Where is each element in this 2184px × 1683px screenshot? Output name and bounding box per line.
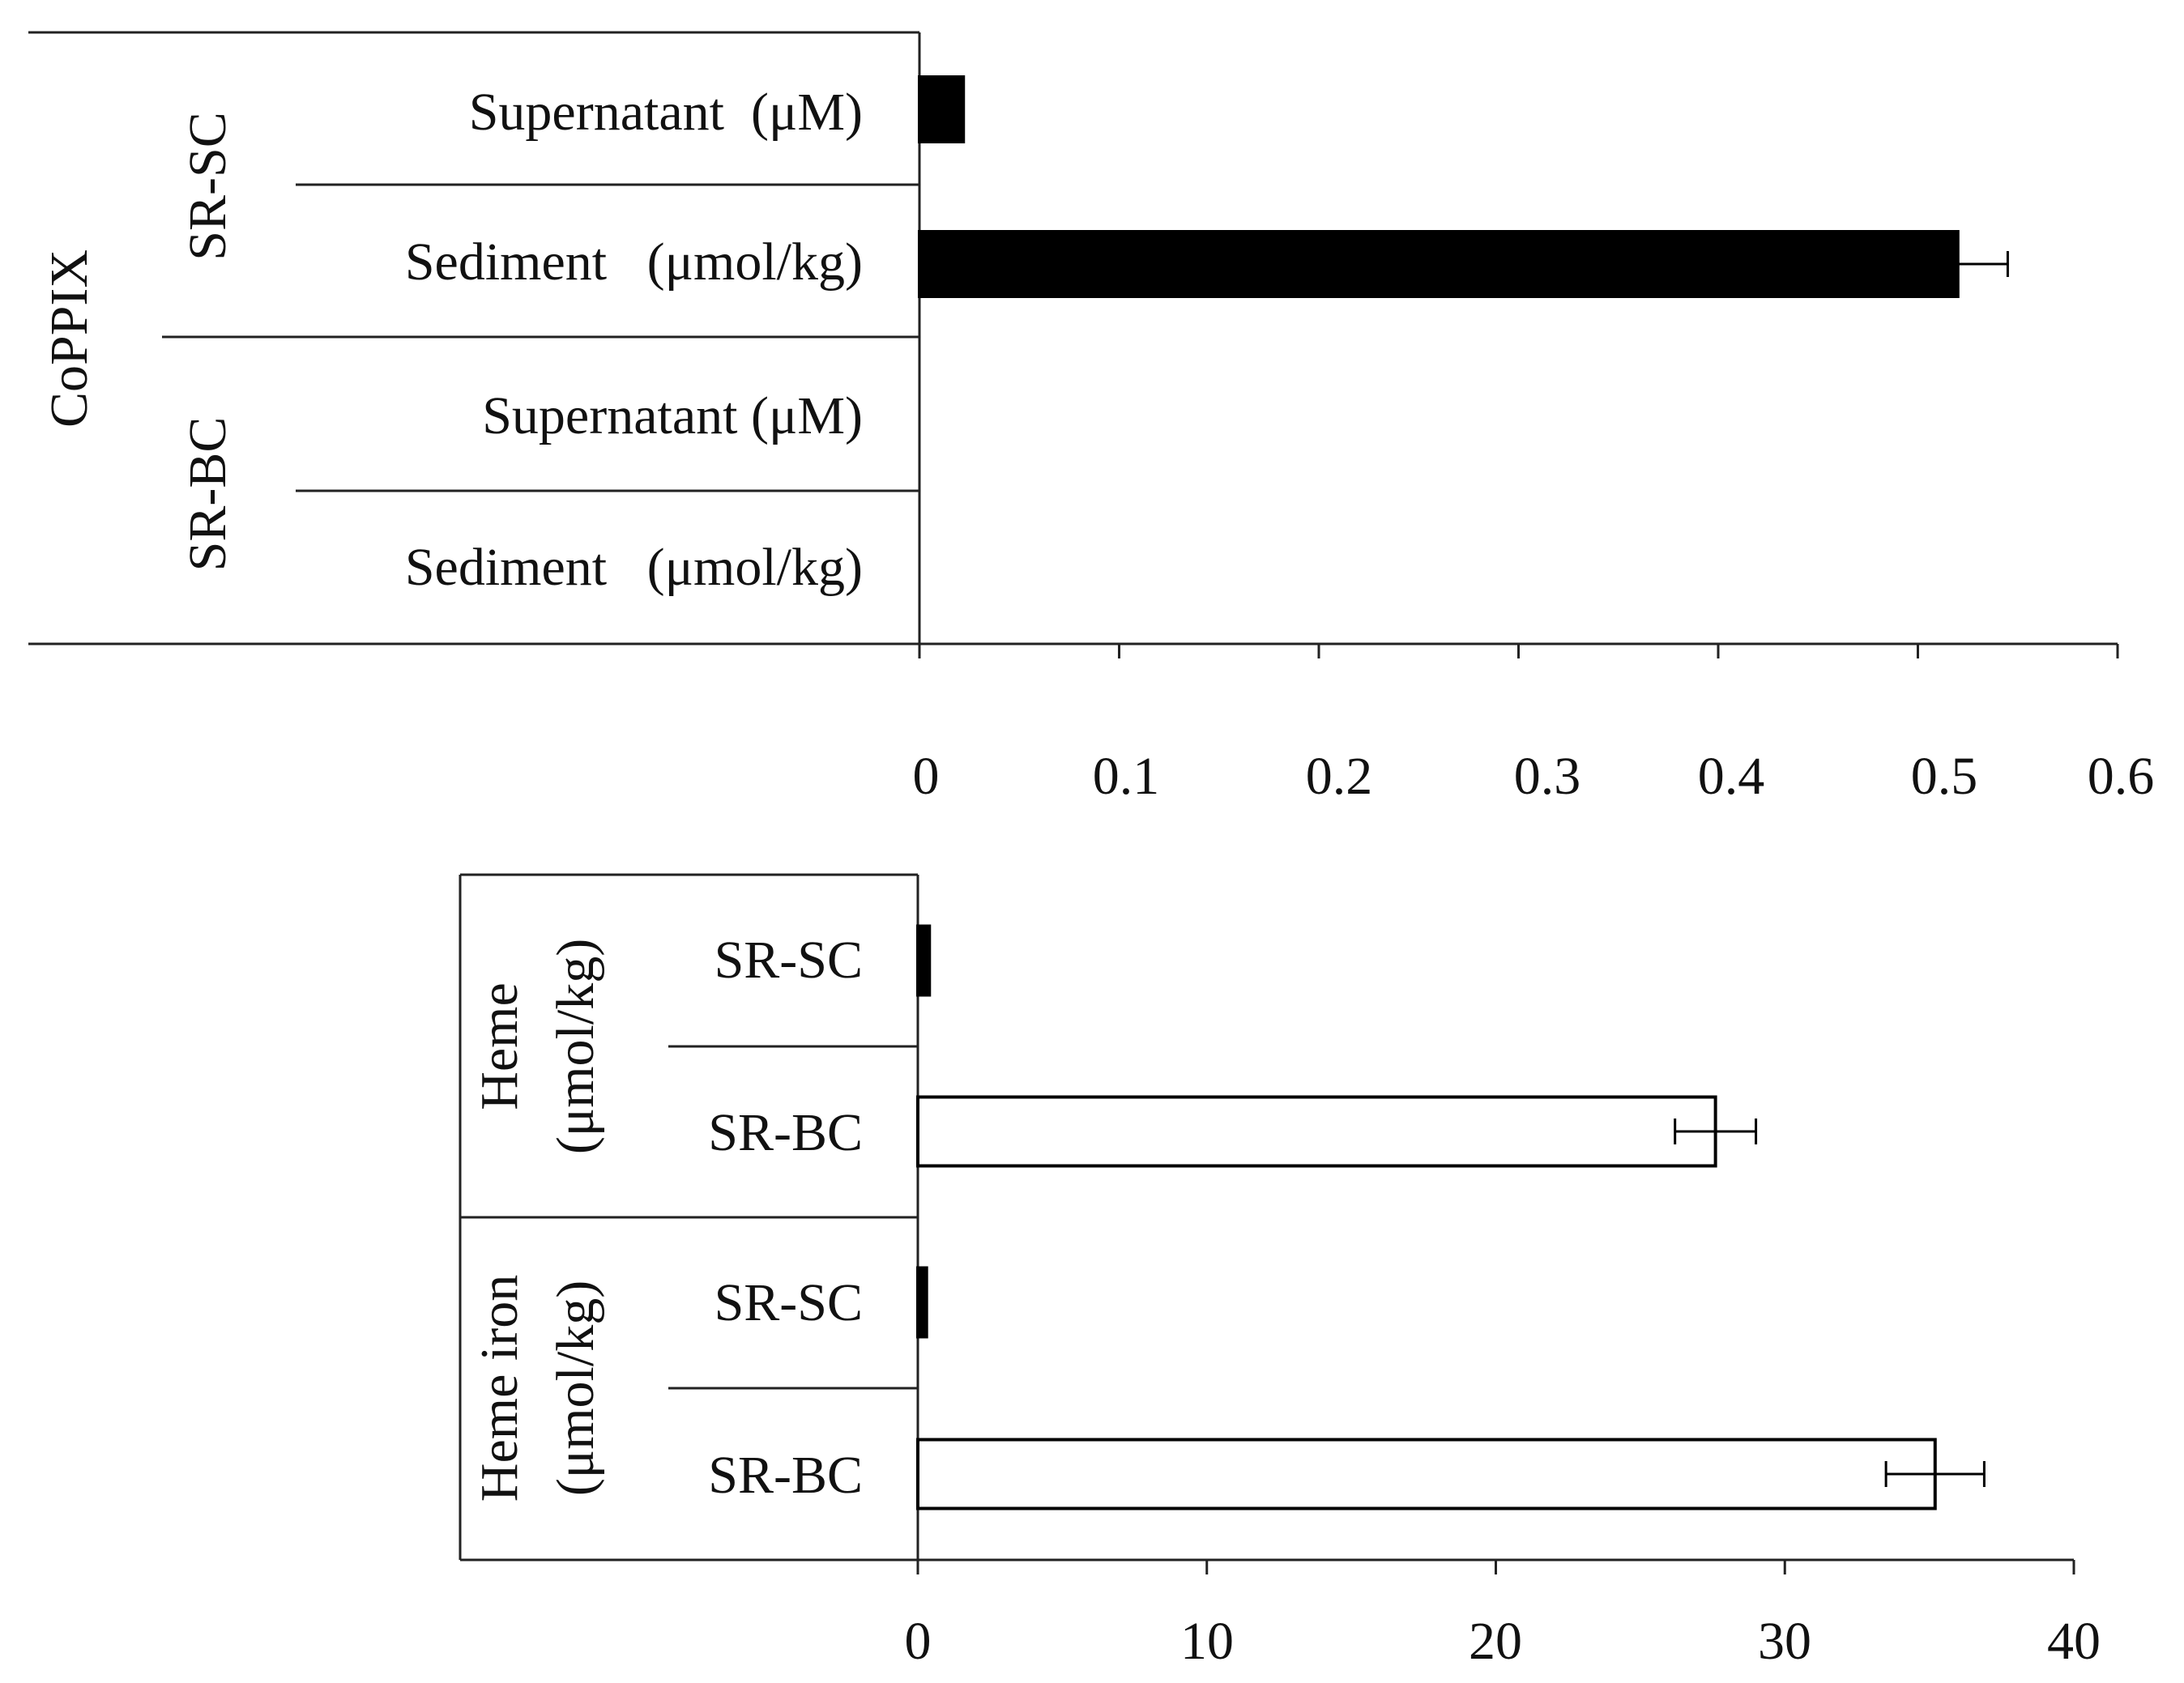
heme-group-unit: (μmol/kg) [546,939,605,1154]
x-tick-label: 0 [913,747,940,806]
category-label: SR-BC [708,1103,863,1162]
top-x-ticks [918,644,2119,658]
x-tick-label: 0.6 [2088,747,2155,806]
bar [916,1266,928,1339]
top-bars [918,75,2009,298]
bar [918,230,1960,298]
coppix-subgroup-sr-sc-label: SR-SC [178,112,237,260]
x-tick-label: 0.2 [1306,747,1373,806]
coppix-subgroup-sr-bc-label: SR-BC [178,417,237,572]
category-label: SR-SC [714,931,863,990]
x-tick-label: 0.4 [1698,747,1765,806]
x-tick-label: 20 [1469,1612,1522,1671]
chart-coppix: CoPPIX SR-SC SR-BC Supernatant (μM) Sedi… [28,31,2155,806]
x-tick-label: 0.3 [1514,747,1581,806]
bar [916,1438,1937,1510]
heme-group-label: Heme [470,982,529,1110]
chart-heme: Heme (μmol/kg) Heme iron (μmol/kg) SR-SC… [459,873,2101,1671]
x-tick-label: 30 [1758,1612,1811,1671]
category-label: Supernatant (μM) [469,83,863,142]
x-tick-label: 10 [1180,1612,1234,1671]
heme-iron-group-unit: (μmol/kg) [546,1280,605,1496]
bar [916,924,932,997]
category-label: Supernatant (μM) [482,386,863,445]
coppix-group-label: CoPPIX [40,249,99,428]
heme-iron-group-label: Heme iron [470,1275,529,1502]
bottom-bars [916,924,1986,1510]
category-label: SR-BC [708,1446,863,1505]
bar [918,75,966,143]
bottom-x-ticks [916,1560,2075,1574]
x-tick-label: 0 [905,1612,932,1671]
bar [916,1095,1717,1168]
category-label: Sediment (μmol/kg) [405,232,863,292]
category-label: Sediment (μmol/kg) [405,538,863,597]
x-tick-label: 0.5 [1911,747,1978,806]
category-label: SR-SC [714,1273,863,1332]
x-tick-label: 0.1 [1093,747,1160,806]
x-tick-label: 40 [2047,1612,2101,1671]
